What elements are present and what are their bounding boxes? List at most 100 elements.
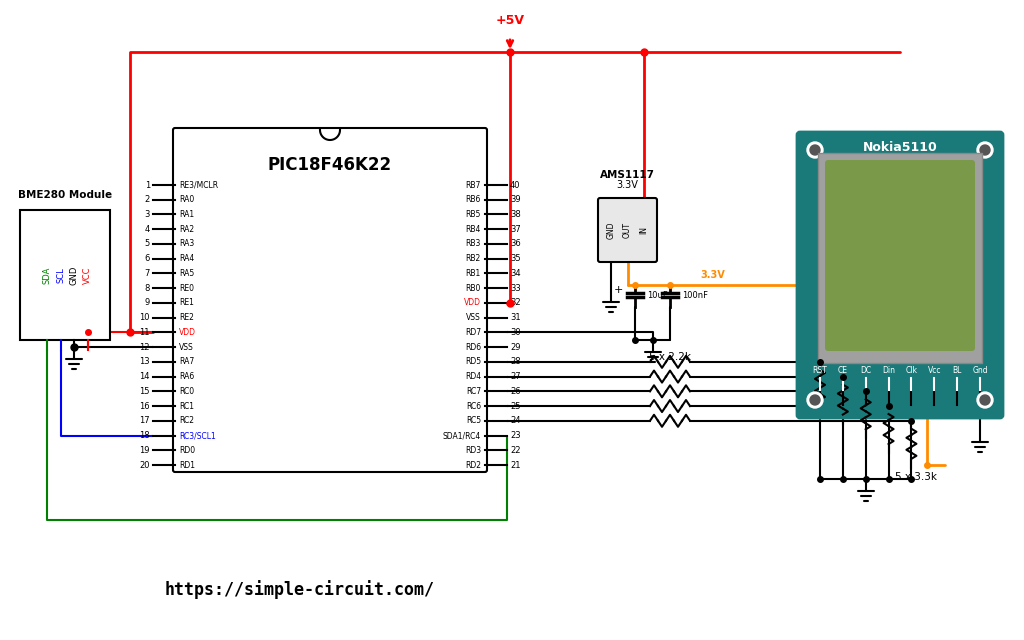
Text: GND: GND xyxy=(70,266,79,285)
Text: RD2: RD2 xyxy=(465,461,481,470)
Text: 10: 10 xyxy=(139,313,150,322)
Text: IN: IN xyxy=(640,226,648,234)
Text: 4: 4 xyxy=(144,225,150,234)
Text: SDA: SDA xyxy=(43,266,51,284)
Text: BL: BL xyxy=(952,365,962,374)
Text: 31: 31 xyxy=(510,313,520,322)
Text: OUT: OUT xyxy=(623,222,632,238)
FancyBboxPatch shape xyxy=(173,128,487,472)
Text: RD0: RD0 xyxy=(179,446,196,455)
Text: 3.3V: 3.3V xyxy=(700,270,725,280)
Text: 18: 18 xyxy=(139,431,150,440)
Text: RD6: RD6 xyxy=(465,342,481,351)
Text: RB4: RB4 xyxy=(466,225,481,234)
Text: VDD: VDD xyxy=(464,298,481,307)
Text: VDD: VDD xyxy=(179,328,196,337)
Text: 21: 21 xyxy=(510,461,520,470)
Text: RA5: RA5 xyxy=(179,269,195,278)
Text: RB5: RB5 xyxy=(466,210,481,219)
Text: RE3/MCLR: RE3/MCLR xyxy=(179,180,218,189)
Text: BME280 Module: BME280 Module xyxy=(18,190,112,200)
Text: 37: 37 xyxy=(510,225,521,234)
Text: 22: 22 xyxy=(510,446,520,455)
Text: RC6: RC6 xyxy=(466,401,481,410)
Text: RB1: RB1 xyxy=(466,269,481,278)
Text: Vcc: Vcc xyxy=(928,365,941,374)
Text: 12: 12 xyxy=(139,342,150,351)
Text: 3.3V: 3.3V xyxy=(616,180,638,190)
Text: RB0: RB0 xyxy=(466,284,481,292)
Text: GND: GND xyxy=(606,221,615,239)
Text: 19: 19 xyxy=(139,446,150,455)
Text: RE0: RE0 xyxy=(179,284,194,292)
Text: 13: 13 xyxy=(139,357,150,366)
Text: RC1: RC1 xyxy=(179,401,194,410)
Text: RB3: RB3 xyxy=(466,239,481,248)
Circle shape xyxy=(977,392,993,408)
Text: RC3/SCL1: RC3/SCL1 xyxy=(179,431,216,440)
Text: 9: 9 xyxy=(144,298,150,307)
Text: SCL: SCL xyxy=(56,267,65,283)
Circle shape xyxy=(977,142,993,158)
FancyBboxPatch shape xyxy=(598,198,657,262)
Text: RB6: RB6 xyxy=(466,195,481,204)
FancyBboxPatch shape xyxy=(825,160,975,351)
Text: 10uF: 10uF xyxy=(647,291,668,300)
Text: 39: 39 xyxy=(510,195,520,204)
Text: 3: 3 xyxy=(144,210,150,219)
Text: Clk: Clk xyxy=(905,365,918,374)
Bar xyxy=(20,210,110,340)
Text: VCC: VCC xyxy=(83,266,92,284)
Circle shape xyxy=(980,395,990,405)
Text: RA4: RA4 xyxy=(179,254,195,263)
Text: Nokia5110: Nokia5110 xyxy=(862,141,937,154)
Text: RC5: RC5 xyxy=(466,416,481,426)
Text: 25: 25 xyxy=(510,401,520,410)
Text: 5 x 2.2k: 5 x 2.2k xyxy=(649,352,691,362)
Text: RA0: RA0 xyxy=(179,195,195,204)
Text: 33: 33 xyxy=(510,284,521,292)
Text: 6: 6 xyxy=(144,254,150,263)
Circle shape xyxy=(807,392,823,408)
Text: VSS: VSS xyxy=(179,342,194,351)
Text: 28: 28 xyxy=(510,357,520,366)
Text: AMS1117: AMS1117 xyxy=(600,170,655,180)
Text: 14: 14 xyxy=(139,372,150,381)
Text: 5: 5 xyxy=(144,239,150,248)
Text: 23: 23 xyxy=(510,431,520,440)
Text: 16: 16 xyxy=(139,401,150,410)
Text: RE2: RE2 xyxy=(179,313,194,322)
Text: RE1: RE1 xyxy=(179,298,194,307)
Bar xyxy=(818,153,982,363)
Text: 29: 29 xyxy=(510,342,520,351)
Circle shape xyxy=(807,142,823,158)
Text: RA1: RA1 xyxy=(179,210,195,219)
Text: 2: 2 xyxy=(144,195,150,204)
Text: 17: 17 xyxy=(139,416,150,426)
Text: 32: 32 xyxy=(510,298,520,307)
Circle shape xyxy=(810,145,820,155)
Text: 20: 20 xyxy=(139,461,150,470)
Text: PIC18F46K22: PIC18F46K22 xyxy=(268,156,392,174)
Text: CE: CE xyxy=(838,365,848,374)
Text: Din: Din xyxy=(882,365,895,374)
Text: SDA1/RC4: SDA1/RC4 xyxy=(442,431,481,440)
Text: RB7: RB7 xyxy=(466,180,481,189)
Text: Gnd: Gnd xyxy=(972,365,988,374)
Text: 30: 30 xyxy=(510,328,520,337)
FancyBboxPatch shape xyxy=(797,132,1002,418)
Text: 38: 38 xyxy=(510,210,521,219)
Text: 8: 8 xyxy=(144,284,150,292)
Text: RA6: RA6 xyxy=(179,372,195,381)
Text: 5 x 3.3k: 5 x 3.3k xyxy=(895,472,937,483)
Text: RC0: RC0 xyxy=(179,387,195,396)
Text: RA7: RA7 xyxy=(179,357,195,366)
Text: 40: 40 xyxy=(510,180,520,189)
Text: +5V: +5V xyxy=(496,14,524,27)
Text: 15: 15 xyxy=(139,387,150,396)
Text: RA2: RA2 xyxy=(179,225,195,234)
Text: 7: 7 xyxy=(144,269,150,278)
Text: RD3: RD3 xyxy=(465,446,481,455)
Text: RST: RST xyxy=(813,365,827,374)
Text: VSS: VSS xyxy=(466,313,481,322)
